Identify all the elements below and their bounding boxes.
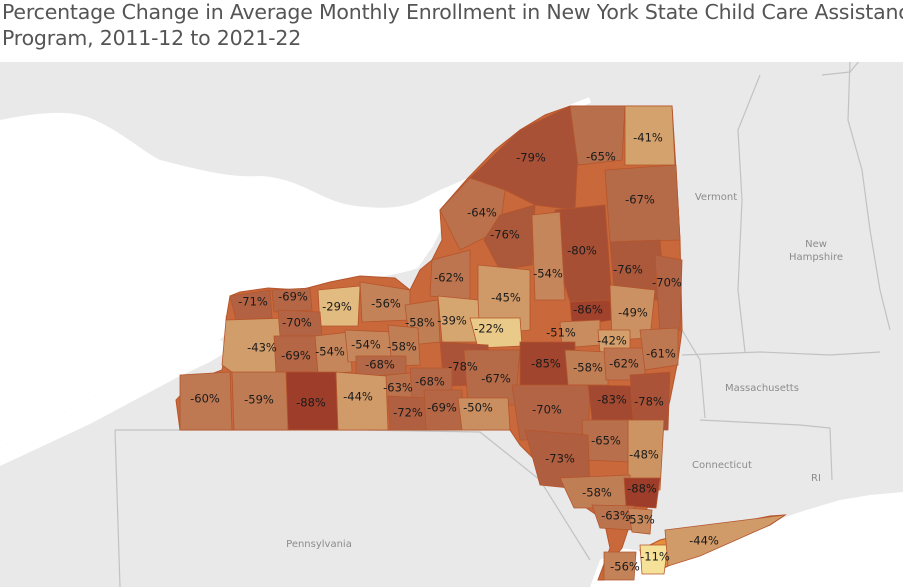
label-pennsylvania: Pennsylvania xyxy=(286,539,352,550)
county-region[interactable] xyxy=(469,105,579,211)
county-region[interactable] xyxy=(531,211,566,301)
county-region[interactable] xyxy=(627,507,653,535)
title-line-2: Program, 2011-12 to 2021-22 xyxy=(2,26,302,50)
county-label: -54% xyxy=(533,267,563,281)
county-region[interactable] xyxy=(335,371,389,431)
chart-title: Percentage Change in Average Monthly Enr… xyxy=(0,0,903,62)
county-region[interactable] xyxy=(627,419,665,491)
county-label: -86% xyxy=(573,303,603,317)
county-label: -64% xyxy=(467,206,497,220)
county-polygons xyxy=(179,105,786,581)
county-label: -61% xyxy=(646,347,676,361)
county-label: -39% xyxy=(437,314,467,328)
county-region[interactable] xyxy=(569,105,626,166)
county-region[interactable] xyxy=(457,397,511,431)
county-label: -88% xyxy=(627,482,657,496)
county-label: -45% xyxy=(491,291,521,305)
county-label: -69% xyxy=(427,401,457,415)
county-label: -56% xyxy=(610,560,640,574)
county-label: -56% xyxy=(371,297,401,311)
county-labels: -79% -65% -41% -67% -64% -76% -80% -76% -70% -62%… xyxy=(190,131,719,574)
county-label: -80% xyxy=(567,244,597,258)
county-label: -78% xyxy=(448,360,478,374)
county-label: -69% xyxy=(281,349,311,363)
label-massachusetts: Massachusetts xyxy=(725,383,799,394)
county-label: -11% xyxy=(640,550,670,564)
county-label: -67% xyxy=(625,193,655,207)
label-connecticut: Connecticut xyxy=(692,460,752,471)
county-region[interactable] xyxy=(271,287,313,313)
label-new-hampshire-1: New xyxy=(805,239,827,250)
county-label: -76% xyxy=(613,263,643,277)
county-region[interactable] xyxy=(639,327,679,371)
county-label: -49% xyxy=(618,306,648,320)
county-region[interactable] xyxy=(483,204,536,271)
county-label: -68% xyxy=(365,358,395,372)
county-region[interactable] xyxy=(603,551,637,581)
county-label: -78% xyxy=(634,395,664,409)
county-label: -85% xyxy=(531,357,561,371)
county-label: -68% xyxy=(415,375,445,389)
county-label: -41% xyxy=(633,131,663,145)
county-region[interactable] xyxy=(604,164,681,243)
lake-ontario-fill xyxy=(215,250,414,318)
label-rhode-island: RI xyxy=(811,473,821,484)
county-label: -58% xyxy=(405,316,435,330)
lake-erie xyxy=(0,340,226,466)
county-label: -22% xyxy=(474,322,504,336)
map-svg[interactable]: Vermont New Hampshire Massachusetts Conn… xyxy=(0,62,903,587)
county-label: -54% xyxy=(315,345,345,359)
county-label: -59% xyxy=(244,393,274,407)
map-area[interactable]: Vermont New Hampshire Massachusetts Conn… xyxy=(0,62,903,587)
county-region[interactable] xyxy=(623,477,661,509)
county-region[interactable] xyxy=(564,349,609,386)
county-label: -70% xyxy=(282,316,312,330)
county-label: -67% xyxy=(481,372,511,386)
county-label: -63% xyxy=(601,509,631,523)
label-new-hampshire-2: Hampshire xyxy=(789,252,843,263)
county-label: -63% xyxy=(383,381,413,395)
county-label: -62% xyxy=(609,357,639,371)
county-label: -58% xyxy=(582,486,612,500)
county-region[interactable] xyxy=(314,331,353,375)
county-label: -44% xyxy=(343,390,373,404)
county-region[interactable] xyxy=(629,371,671,431)
county-label: -50% xyxy=(463,401,493,415)
county-label: -58% xyxy=(387,340,417,354)
county-label: -42% xyxy=(597,334,627,348)
county-region[interactable] xyxy=(179,371,233,431)
title-line-1: Percentage Change in Average Monthly Enr… xyxy=(2,0,903,24)
county-label: -70% xyxy=(652,276,682,290)
county-label: -54% xyxy=(351,338,381,352)
county-label: -71% xyxy=(238,295,268,309)
county-label: -48% xyxy=(629,448,659,462)
county-label: -83% xyxy=(597,393,627,407)
county-label: -76% xyxy=(490,228,520,242)
county-region[interactable] xyxy=(229,289,273,321)
county-label: -70% xyxy=(532,403,562,417)
county-region[interactable] xyxy=(664,514,786,567)
county-label: -58% xyxy=(573,361,603,375)
county-label: -29% xyxy=(322,300,352,314)
county-label: -88% xyxy=(296,396,326,410)
county-label: -79% xyxy=(516,151,546,165)
county-label: -53% xyxy=(625,513,655,527)
county-label: -72% xyxy=(393,406,423,420)
county-label: -65% xyxy=(591,434,621,448)
county-label: -51% xyxy=(546,326,576,340)
county-label: -44% xyxy=(689,534,719,548)
county-label: -60% xyxy=(190,392,220,406)
county-label: -62% xyxy=(434,271,464,285)
county-region[interactable] xyxy=(654,254,683,336)
county-label: -43% xyxy=(247,341,277,355)
county-region[interactable] xyxy=(639,544,669,575)
county-label: -69% xyxy=(278,290,308,304)
county-label: -73% xyxy=(545,452,575,466)
label-vermont: Vermont xyxy=(695,192,737,203)
county-label: -65% xyxy=(586,150,616,164)
